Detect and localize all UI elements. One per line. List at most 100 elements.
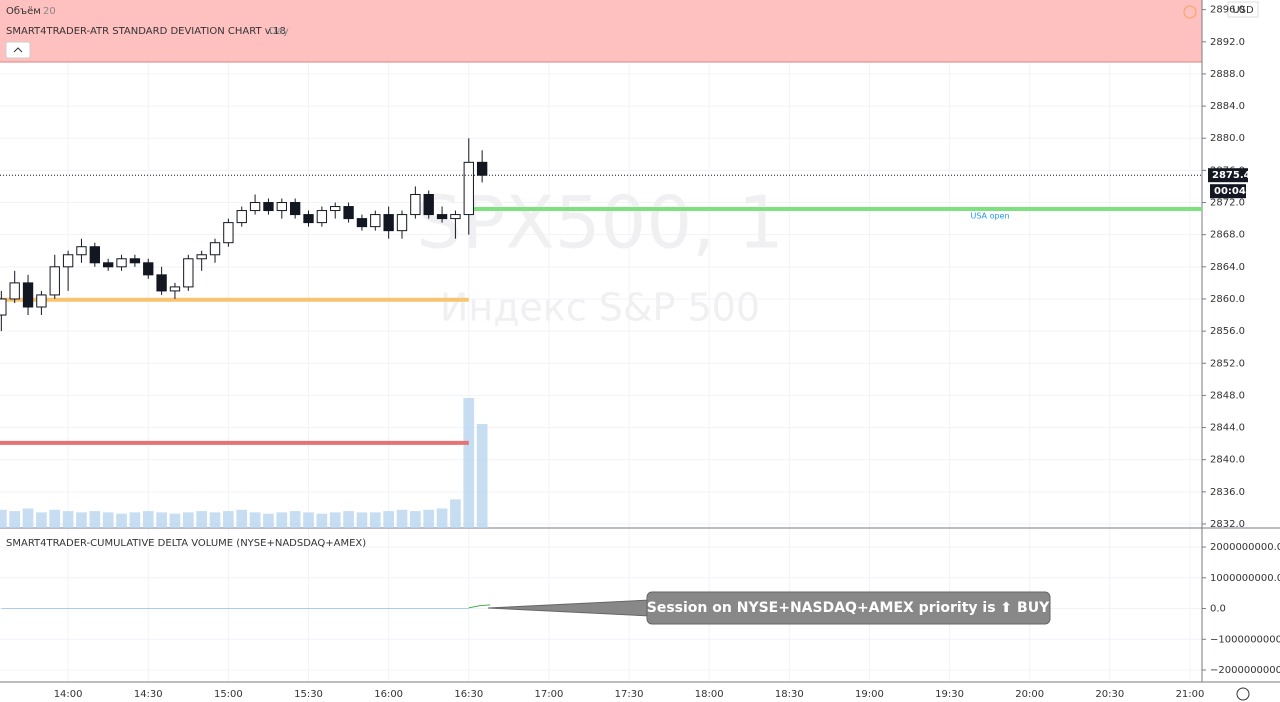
volume-bar <box>169 513 181 528</box>
countdown: 00:04 <box>1214 186 1246 197</box>
candle-body <box>156 274 167 292</box>
candle-body <box>316 210 328 224</box>
callout-box <box>646 591 1051 625</box>
volume-bar <box>289 511 301 528</box>
volume-length: 20 <box>43 6 56 17</box>
indicator-title: SMART4TRADER-ATR STANDARD DEVIATION CHAR… <box>6 26 286 37</box>
volume-bar <box>142 511 154 528</box>
candle-body <box>383 214 394 232</box>
volume-bar <box>49 509 61 528</box>
last-price-box <box>1208 168 1248 183</box>
candle-body <box>263 202 274 212</box>
y-tick-label: −2000000000.0 <box>1210 665 1280 676</box>
callout-text: Session on NYSE+NASDAQ+AMEX priority is … <box>647 600 1050 616</box>
volume-bar <box>276 512 288 528</box>
candle-body <box>450 214 461 220</box>
volume-bar <box>182 512 194 528</box>
y-tick-label: −1000000000.0 <box>1210 634 1280 645</box>
volume-bar <box>196 511 208 528</box>
volume-bar <box>0 509 7 528</box>
y-tick-label: 2852.0 <box>1210 358 1245 369</box>
volume-bar <box>76 512 87 528</box>
volume-label: Объём <box>6 6 41 17</box>
volume-bar <box>36 512 47 528</box>
x-tick-label: 16:00 <box>374 689 403 700</box>
y-tick-label: 1000000000.0 <box>1210 573 1280 584</box>
x-tick-label: 15:30 <box>294 689 323 700</box>
candle-body <box>289 202 301 216</box>
y-tick-label: 2872.0 <box>1210 198 1245 209</box>
volume-bar <box>249 512 261 528</box>
x-tick-label: 18:30 <box>775 689 804 700</box>
candle-body <box>62 254 74 268</box>
watermark-symbol: SPX500, 1 <box>416 181 783 265</box>
x-tick-label: 17:30 <box>615 689 644 700</box>
candle-body <box>330 206 341 212</box>
candle-body <box>169 286 181 292</box>
volume-bar <box>89 511 101 528</box>
candle-body <box>76 246 87 256</box>
x-tick-label: 14:00 <box>54 689 83 700</box>
volume-bar <box>102 512 114 528</box>
y-tick-label: 2892.0 <box>1210 37 1245 48</box>
collapse-button[interactable] <box>5 41 31 59</box>
candle-body <box>49 266 60 296</box>
candle-body <box>209 242 221 256</box>
level-label: USA open <box>970 211 1009 220</box>
candle-body <box>476 161 488 176</box>
volume-bar <box>9 511 21 528</box>
watermark-name: Индекс S&P 500 <box>440 286 760 330</box>
currency: USD <box>1232 5 1254 16</box>
header-band <box>0 0 1202 62</box>
candle-body <box>223 222 234 244</box>
volume-bar <box>436 508 448 528</box>
candle-body <box>183 258 194 288</box>
y-tick-label: 2868.0 <box>1210 230 1245 241</box>
delta-line <box>468 604 491 609</box>
volume-bar <box>476 424 488 528</box>
candle-body <box>103 262 114 268</box>
x-tick-label: 21:00 <box>1176 689 1205 700</box>
y-tick-label: 2884.0 <box>1210 101 1245 112</box>
y-tick-label: 2888.0 <box>1210 69 1245 80</box>
x-tick-label: 19:30 <box>935 689 964 700</box>
x-tick-label: 18:00 <box>695 689 724 700</box>
candle-body <box>236 210 247 224</box>
y-tick-label: 2880.0 <box>1210 133 1245 144</box>
currency-box[interactable] <box>1227 1 1259 18</box>
callout-pointer <box>487 599 651 617</box>
volume-bar <box>209 512 221 528</box>
y-tick-label: 2856.0 <box>1210 326 1245 337</box>
candle-body <box>129 258 141 264</box>
volume-bar <box>410 511 421 528</box>
x-tick-label: 17:00 <box>534 689 563 700</box>
settings-icon[interactable] <box>1236 687 1250 701</box>
y-tick-label: 2896.0 <box>1210 5 1245 16</box>
volume-bar <box>116 513 127 528</box>
volume-bar <box>383 511 394 528</box>
candle-body <box>9 282 20 300</box>
y-tick-label: 2000000000.0 <box>1210 542 1280 553</box>
candle-body <box>143 262 154 276</box>
candle-body <box>423 193 434 216</box>
y-tick-label: 2860.0 <box>1210 294 1245 305</box>
y-tick-label: 2836.0 <box>1210 487 1245 498</box>
candle-body <box>276 202 287 212</box>
volume-bar <box>450 499 461 528</box>
candle-body <box>410 193 421 216</box>
volume-bar <box>463 398 475 528</box>
candle-body <box>343 206 354 220</box>
x-tick-label: 15:00 <box>214 689 243 700</box>
countdown-box <box>1210 184 1246 199</box>
candle-body <box>370 214 381 228</box>
candle-body <box>36 294 47 308</box>
indicator-period: Day <box>269 26 289 37</box>
volume-bar <box>236 509 248 528</box>
x-tick-label: 19:00 <box>855 689 884 700</box>
x-tick-label: 16:30 <box>454 689 483 700</box>
candle-body <box>89 246 100 264</box>
info-icon[interactable] <box>1183 5 1197 19</box>
y-tick-label: 0.0 <box>1210 604 1226 615</box>
candle-body <box>196 254 207 260</box>
